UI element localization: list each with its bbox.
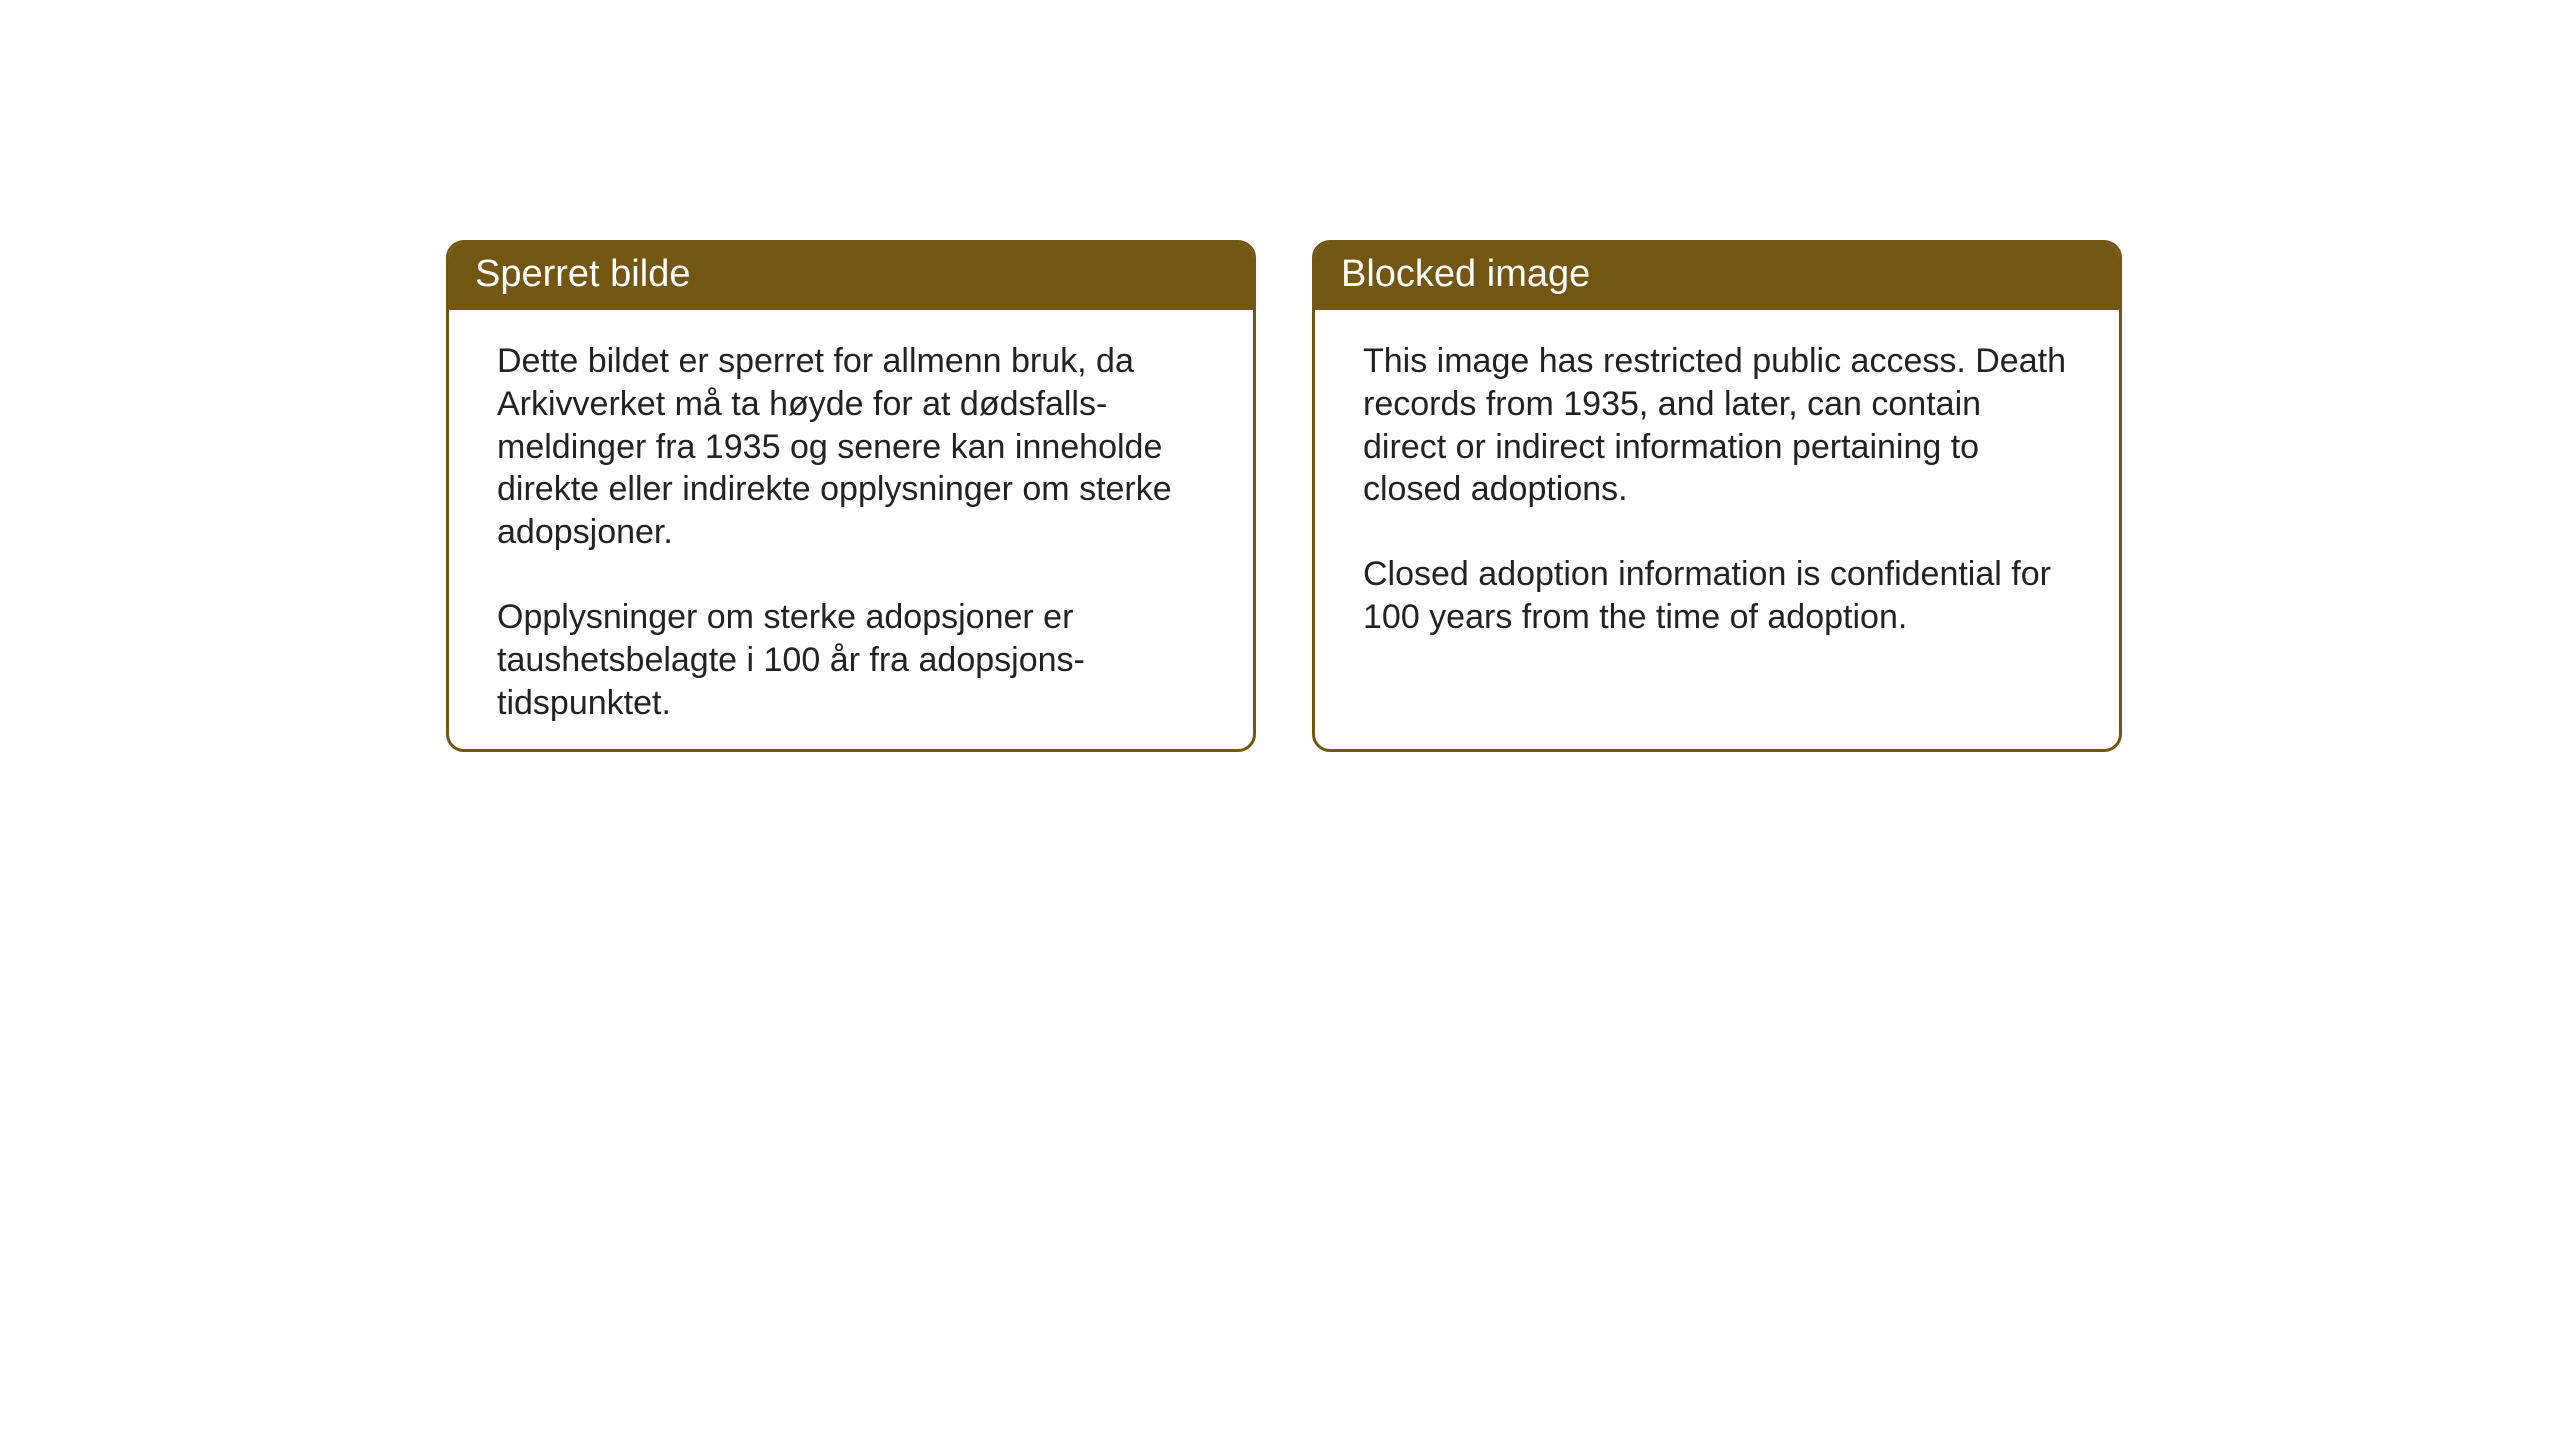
- notice-paragraph: Closed adoption information is confident…: [1363, 553, 2071, 639]
- notice-paragraph: Opplysninger om sterke adopsjoner er tau…: [497, 596, 1205, 724]
- notice-header-english: Blocked image: [1315, 243, 2119, 310]
- notice-box-norwegian: Sperret bilde Dette bildet er sperret fo…: [446, 240, 1256, 752]
- notice-body-norwegian: Dette bildet er sperret for allmenn bruk…: [449, 310, 1253, 752]
- notice-box-english: Blocked image This image has restricted …: [1312, 240, 2122, 752]
- notice-paragraph: Dette bildet er sperret for allmenn bruk…: [497, 340, 1205, 554]
- notice-container: Sperret bilde Dette bildet er sperret fo…: [446, 240, 2122, 752]
- notice-body-english: This image has restricted public access.…: [1315, 310, 2119, 669]
- notice-paragraph: This image has restricted public access.…: [1363, 340, 2071, 511]
- notice-header-norwegian: Sperret bilde: [449, 243, 1253, 310]
